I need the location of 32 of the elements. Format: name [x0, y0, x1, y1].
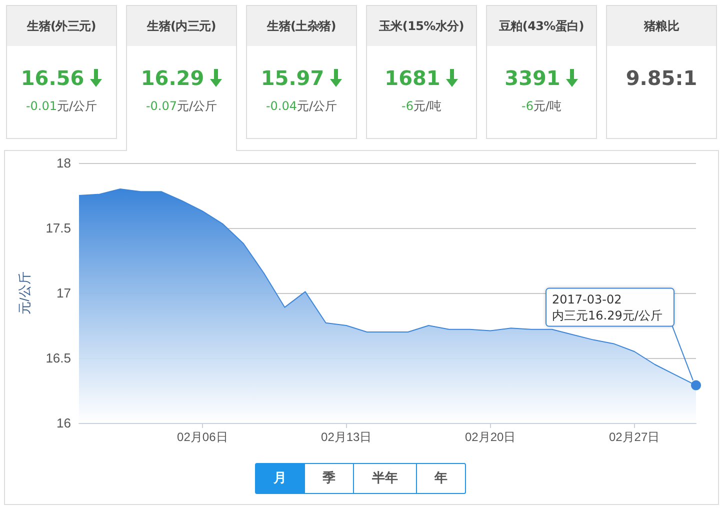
- annotation: 2017-03-02 内三元16.29元/公斤: [552, 292, 662, 322]
- text: 生猪(外三元): [7, 6, 116, 46]
- text: 猪粮比: [607, 6, 716, 46]
- x-tick-label: 02月06日: [177, 430, 228, 444]
- text: 玉米(15%水分): [367, 6, 476, 46]
- y-tick-label: 16.5: [46, 350, 71, 366]
- text: 生猪(土杂猪): [247, 6, 356, 46]
- text: 生猪(内三元): [127, 6, 236, 46]
- text: 月: [256, 464, 304, 493]
- text: -6元/吨: [400, 98, 442, 115]
- y-tick-label: 16: [56, 416, 71, 430]
- y-tick-label: 17: [56, 286, 71, 300]
- text: 半年: [353, 464, 416, 493]
- x-tick-label: 02月20日: [464, 430, 516, 444]
- y-tick-label: 17.5: [46, 220, 71, 236]
- x-tick-label: 02月13日: [321, 430, 372, 444]
- text: 1681: [384, 66, 440, 90]
- text: 9.85:1: [626, 66, 698, 90]
- text: -0.01元/公斤: [24, 98, 98, 115]
- text: 3391: [504, 66, 560, 90]
- text: -0.04元/公斤: [264, 98, 338, 115]
- y-axis-title: 元/公斤: [17, 272, 32, 314]
- text: 豆粕(43%蛋白): [487, 6, 596, 46]
- text: 16.56: [20, 66, 84, 90]
- text: 16.29: [140, 66, 204, 90]
- x-tick-label: 02月27日: [608, 430, 660, 444]
- y-tick-label: 18: [56, 156, 71, 170]
- text: -0.07元/公斤: [144, 98, 218, 115]
- text: 季: [304, 464, 353, 493]
- text: 年: [416, 464, 465, 493]
- text: 15.97: [260, 66, 324, 90]
- text: -6元/吨: [520, 98, 562, 115]
